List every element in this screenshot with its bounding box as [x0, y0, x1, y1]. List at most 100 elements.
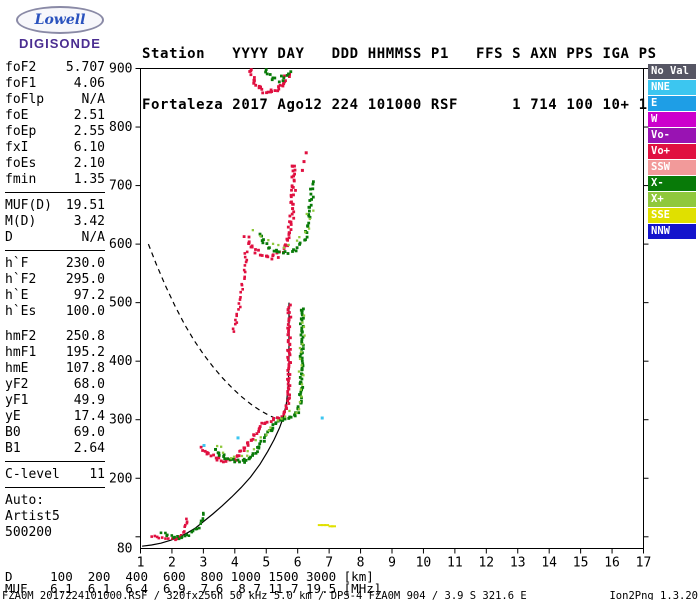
- legend-item-vo_plus: Vo+: [648, 144, 696, 159]
- trace-e-layer-x-mode: [159, 511, 205, 541]
- legend-item-w: W: [648, 112, 696, 127]
- trace-second-hop-o-mode: [242, 164, 297, 261]
- param-value: 19.51: [65, 198, 105, 213]
- x-tick-label: 10: [416, 556, 432, 571]
- param-row-hEs: h`Es 100.0: [5, 304, 105, 320]
- header-fields-row: Station YYYY DAY DDD HHMMSS P1 FFS S AXN…: [142, 46, 657, 62]
- status-bar: FZA0M_2017224101000.RSF / 320fx256h 50 k…: [2, 590, 698, 600]
- legend-item-x_minus: X-: [648, 176, 696, 191]
- x-tick-label: 9: [388, 556, 396, 571]
- axis-tick-labels: 1 2 3 4 5 6 7 8 9 10 11 12 13 14 15 16 17900800700600500…: [109, 62, 651, 571]
- param-label: M(D): [5, 214, 37, 229]
- x-tick-label: 11: [447, 556, 463, 571]
- trace-second-hop-x-mode: [258, 180, 315, 255]
- panel-separator: [5, 250, 105, 251]
- status-file-info: FZA0M_2017224101000.RSF / 320fx256h 50 k…: [2, 590, 527, 600]
- param-row-hF: h`F 230.0: [5, 256, 105, 272]
- param-value: 2.10: [73, 156, 105, 171]
- x-tick-label: 4: [231, 556, 239, 571]
- param-value: 3.42: [73, 214, 105, 229]
- param-value: 49.9: [73, 393, 105, 408]
- param-row-foF1: foF1 4.06: [5, 76, 105, 92]
- legend-item-nnw: NNW: [648, 224, 696, 239]
- status-program-version: Ion2Png 1.3.20: [609, 590, 698, 600]
- param-label: fxI: [5, 140, 29, 155]
- param-label: foE: [5, 108, 29, 123]
- legend-item-x_plus: X+: [648, 192, 696, 207]
- logo-brand-text: Lowell: [34, 12, 86, 28]
- param-label: h`Es: [5, 304, 37, 319]
- param-row-code: 500200: [5, 525, 105, 541]
- param-row-B1: B1 2.64: [5, 441, 105, 457]
- param-label: h`F2: [5, 272, 37, 287]
- param-row-hmF2: hmF2 250.8: [5, 329, 105, 345]
- legend-item-e: E: [648, 96, 696, 111]
- param-label: foF2: [5, 60, 37, 75]
- param-row-fmin: fmin 1.35: [5, 172, 105, 188]
- param-row-hmE: hmE 107.8: [5, 361, 105, 377]
- param-label: yF1: [5, 393, 29, 408]
- param-label: C-level: [5, 467, 60, 482]
- param-row-yF1: yF1 49.9: [5, 393, 105, 409]
- parameter-panel: foF2 5.707 foF1 4.06 foFlp N/A foE 2.51 foEp 2.55…: [5, 60, 105, 541]
- param-label: foFlp: [5, 92, 45, 107]
- legend-item-nne: NNE: [648, 80, 696, 95]
- param-label: fmin: [5, 172, 37, 187]
- param-label: h`F: [5, 256, 29, 271]
- param-row-B0: B0 69.0: [5, 425, 105, 441]
- distance-row: D 100 200 400 600 800 1000 1500 3000 [km…: [5, 569, 374, 584]
- param-label: MUF(D): [5, 198, 52, 213]
- param-value: 69.0: [73, 425, 105, 440]
- param-row-hF2: h`F2 295.0: [5, 272, 105, 288]
- header-block: Station YYYY DAY DDD HHMMSS P1 FFS S AXN…: [142, 12, 657, 148]
- x-tick-label: 8: [357, 556, 365, 571]
- echo-traces: [150, 68, 315, 542]
- param-value: 2.55: [73, 124, 105, 139]
- param-value: 5.707: [65, 60, 105, 75]
- extra-echo-points: [202, 151, 336, 528]
- param-value: 1.35: [73, 172, 105, 187]
- profile-lines: [142, 243, 290, 547]
- param-row-yE: yE 17.4: [5, 409, 105, 425]
- param-value: 68.0: [73, 377, 105, 392]
- y-tick-label: 800: [109, 120, 132, 135]
- muf-transmission-curve: [147, 243, 284, 423]
- axes-frame: [135, 68, 649, 554]
- param-value: 100.0: [65, 304, 105, 319]
- param-label: foEp: [5, 124, 37, 139]
- param-row-foFlp: foFlp N/A: [5, 92, 105, 108]
- legend-item-noval: No Val: [648, 64, 696, 79]
- param-row-fxI: fxI 6.10: [5, 140, 105, 156]
- x-tick-label: 3: [199, 556, 207, 571]
- x-tick-label: 12: [478, 556, 494, 571]
- param-row-foE: foE 2.51: [5, 108, 105, 124]
- param-label: 500200: [5, 525, 52, 540]
- param-row-auto: Auto:: [5, 493, 105, 509]
- param-value: 195.2: [65, 345, 105, 360]
- param-label: Auto:: [5, 493, 45, 508]
- param-row-foF2: foF2 5.707: [5, 60, 105, 76]
- param-value: N/A: [81, 92, 105, 107]
- trace-f-trace-o-mode: [199, 303, 293, 464]
- logo-product-text: DIGISONDE: [19, 36, 101, 51]
- panel-separator: [5, 461, 105, 462]
- param-label: Artist5: [5, 509, 60, 524]
- param-value: 295.0: [65, 272, 105, 287]
- panel-spacer: [5, 320, 105, 329]
- param-row-foEs: foEs 2.10: [5, 156, 105, 172]
- panel-separator: [5, 192, 105, 193]
- y-tick-label: 200: [109, 471, 132, 486]
- param-row-hmF1: hmF1 195.2: [5, 345, 105, 361]
- param-row-hE: h`E 97.2: [5, 288, 105, 304]
- trace-second-hop-left-branch: [231, 250, 249, 333]
- header-values-row: Fortaleza 2017 Ago12 224 101000 RSF 1 71…: [142, 97, 657, 113]
- muf-row: MUF 6.1 6.1 6.4 6.9 7.6 8.7 11.7 19.5 [M…: [5, 581, 382, 596]
- x-tick-label: 15: [573, 556, 589, 571]
- y-tick-label: 300: [109, 413, 132, 428]
- param-label: D: [5, 230, 13, 245]
- panel-separator: [5, 487, 105, 488]
- y-floor-label: 80: [117, 542, 133, 557]
- x-tick-label: 17: [636, 556, 652, 571]
- param-row-Clevel: C-level 11: [5, 467, 105, 483]
